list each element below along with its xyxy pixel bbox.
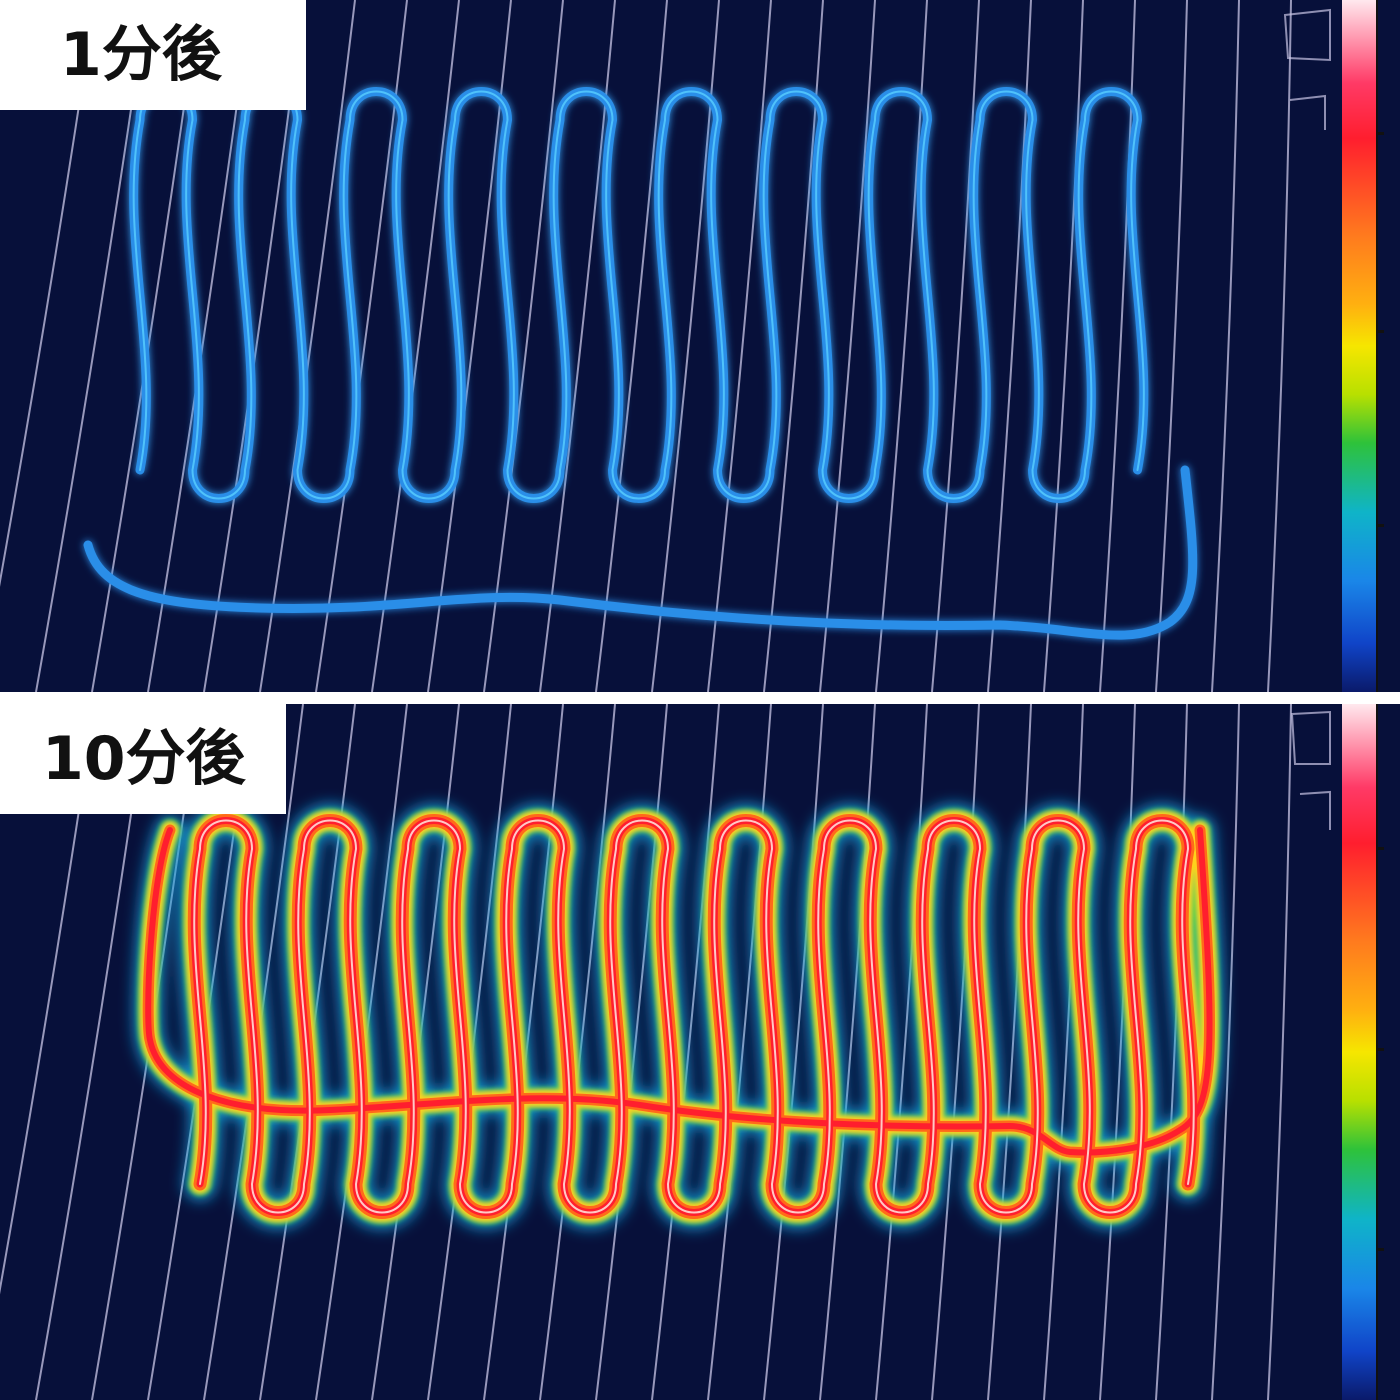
right-edge-marks [1290,710,1331,830]
color-scale-gradient [1342,0,1378,692]
grid-line [707,0,772,692]
grid-line [1043,0,1084,692]
scale-tick [1376,1048,1384,1051]
thermal-heatmap-1min [0,0,1400,692]
scale-tick [1376,1248,1384,1251]
scale-tick [1376,847,1384,850]
grid-line [1211,704,1240,1400]
color-scale-bar [1338,0,1400,692]
color-scale-gradient [1342,704,1378,1400]
grid-line [1267,0,1292,692]
color-scale-bar [1338,704,1400,1400]
thermal-image-10min: 10分後 [0,704,1400,1400]
thermal-image-1min: 1分後 [0,0,1400,692]
scale-tick [1376,132,1384,135]
scale-tick [1376,524,1384,527]
grid-line [595,0,668,692]
heating-wire-trace [83,87,1198,640]
grid-line [1267,704,1292,1400]
heating-wire-trace [133,803,1225,1230]
grid-line [707,704,772,1400]
thermal-heatmap-10min [0,704,1400,1400]
grid-line [875,704,928,1400]
grid-line [819,704,876,1400]
grid-line [259,0,356,692]
grid-line [931,0,980,692]
grid-line [1099,704,1136,1400]
grid-line [819,0,876,692]
grid-line [987,704,1032,1400]
grid-line [931,704,980,1400]
time-label-10min: 10分後 [0,704,286,814]
grid-line [1211,0,1240,692]
grid-line [371,0,460,692]
grid-line [651,704,720,1400]
scale-tick [1376,330,1384,333]
grid-line [1043,704,1084,1400]
time-label-1min: 1分後 [0,0,306,110]
grid-line [1155,0,1188,692]
right-edge-marks [1283,8,1331,130]
grid-line [763,704,824,1400]
